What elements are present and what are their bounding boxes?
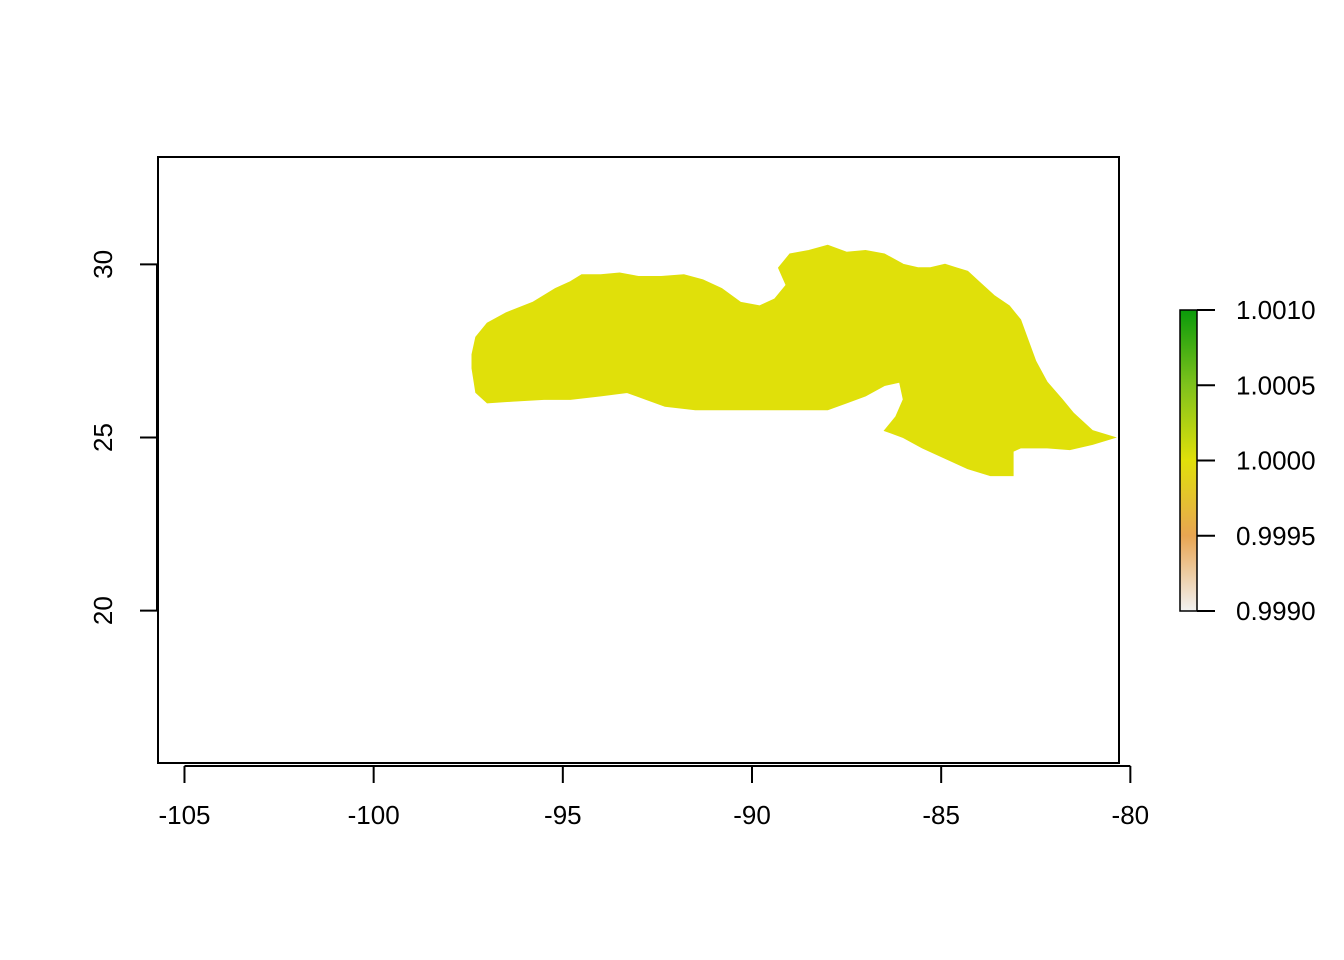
legend-tick-label: 0.9995 (1236, 521, 1316, 551)
legend-color-bar (1179, 309, 1198, 612)
y-tick-label: 30 (88, 250, 118, 279)
legend-tick-label: 0.9990 (1236, 596, 1316, 626)
y-axis: 20 25 30 (88, 250, 158, 625)
x-tick-label: -80 (1112, 800, 1150, 830)
y-tick-label: 25 (88, 423, 118, 452)
x-tick-label: -85 (922, 800, 960, 830)
legend-ticks: 0.9990 0.9995 1.0000 1.0005 1.0010 (1197, 295, 1316, 626)
legend-tick-label: 1.0005 (1236, 370, 1316, 400)
raster-layer (471, 244, 1117, 477)
raster-region (471, 244, 1117, 477)
color-legend: 0.9990 0.9995 1.0000 1.0005 1.0010 (1179, 295, 1316, 626)
legend-tick-label: 1.0000 (1236, 446, 1316, 476)
legend-tick-label: 1.0010 (1236, 295, 1316, 325)
x-tick-label: -105 (158, 800, 210, 830)
y-tick-label: 20 (88, 596, 118, 625)
x-axis: -105 -100 -95 -90 -85 -80 (158, 765, 1150, 830)
x-tick-label: -90 (733, 800, 771, 830)
x-tick-label: -100 (348, 800, 400, 830)
x-tick-label: -95 (544, 800, 582, 830)
